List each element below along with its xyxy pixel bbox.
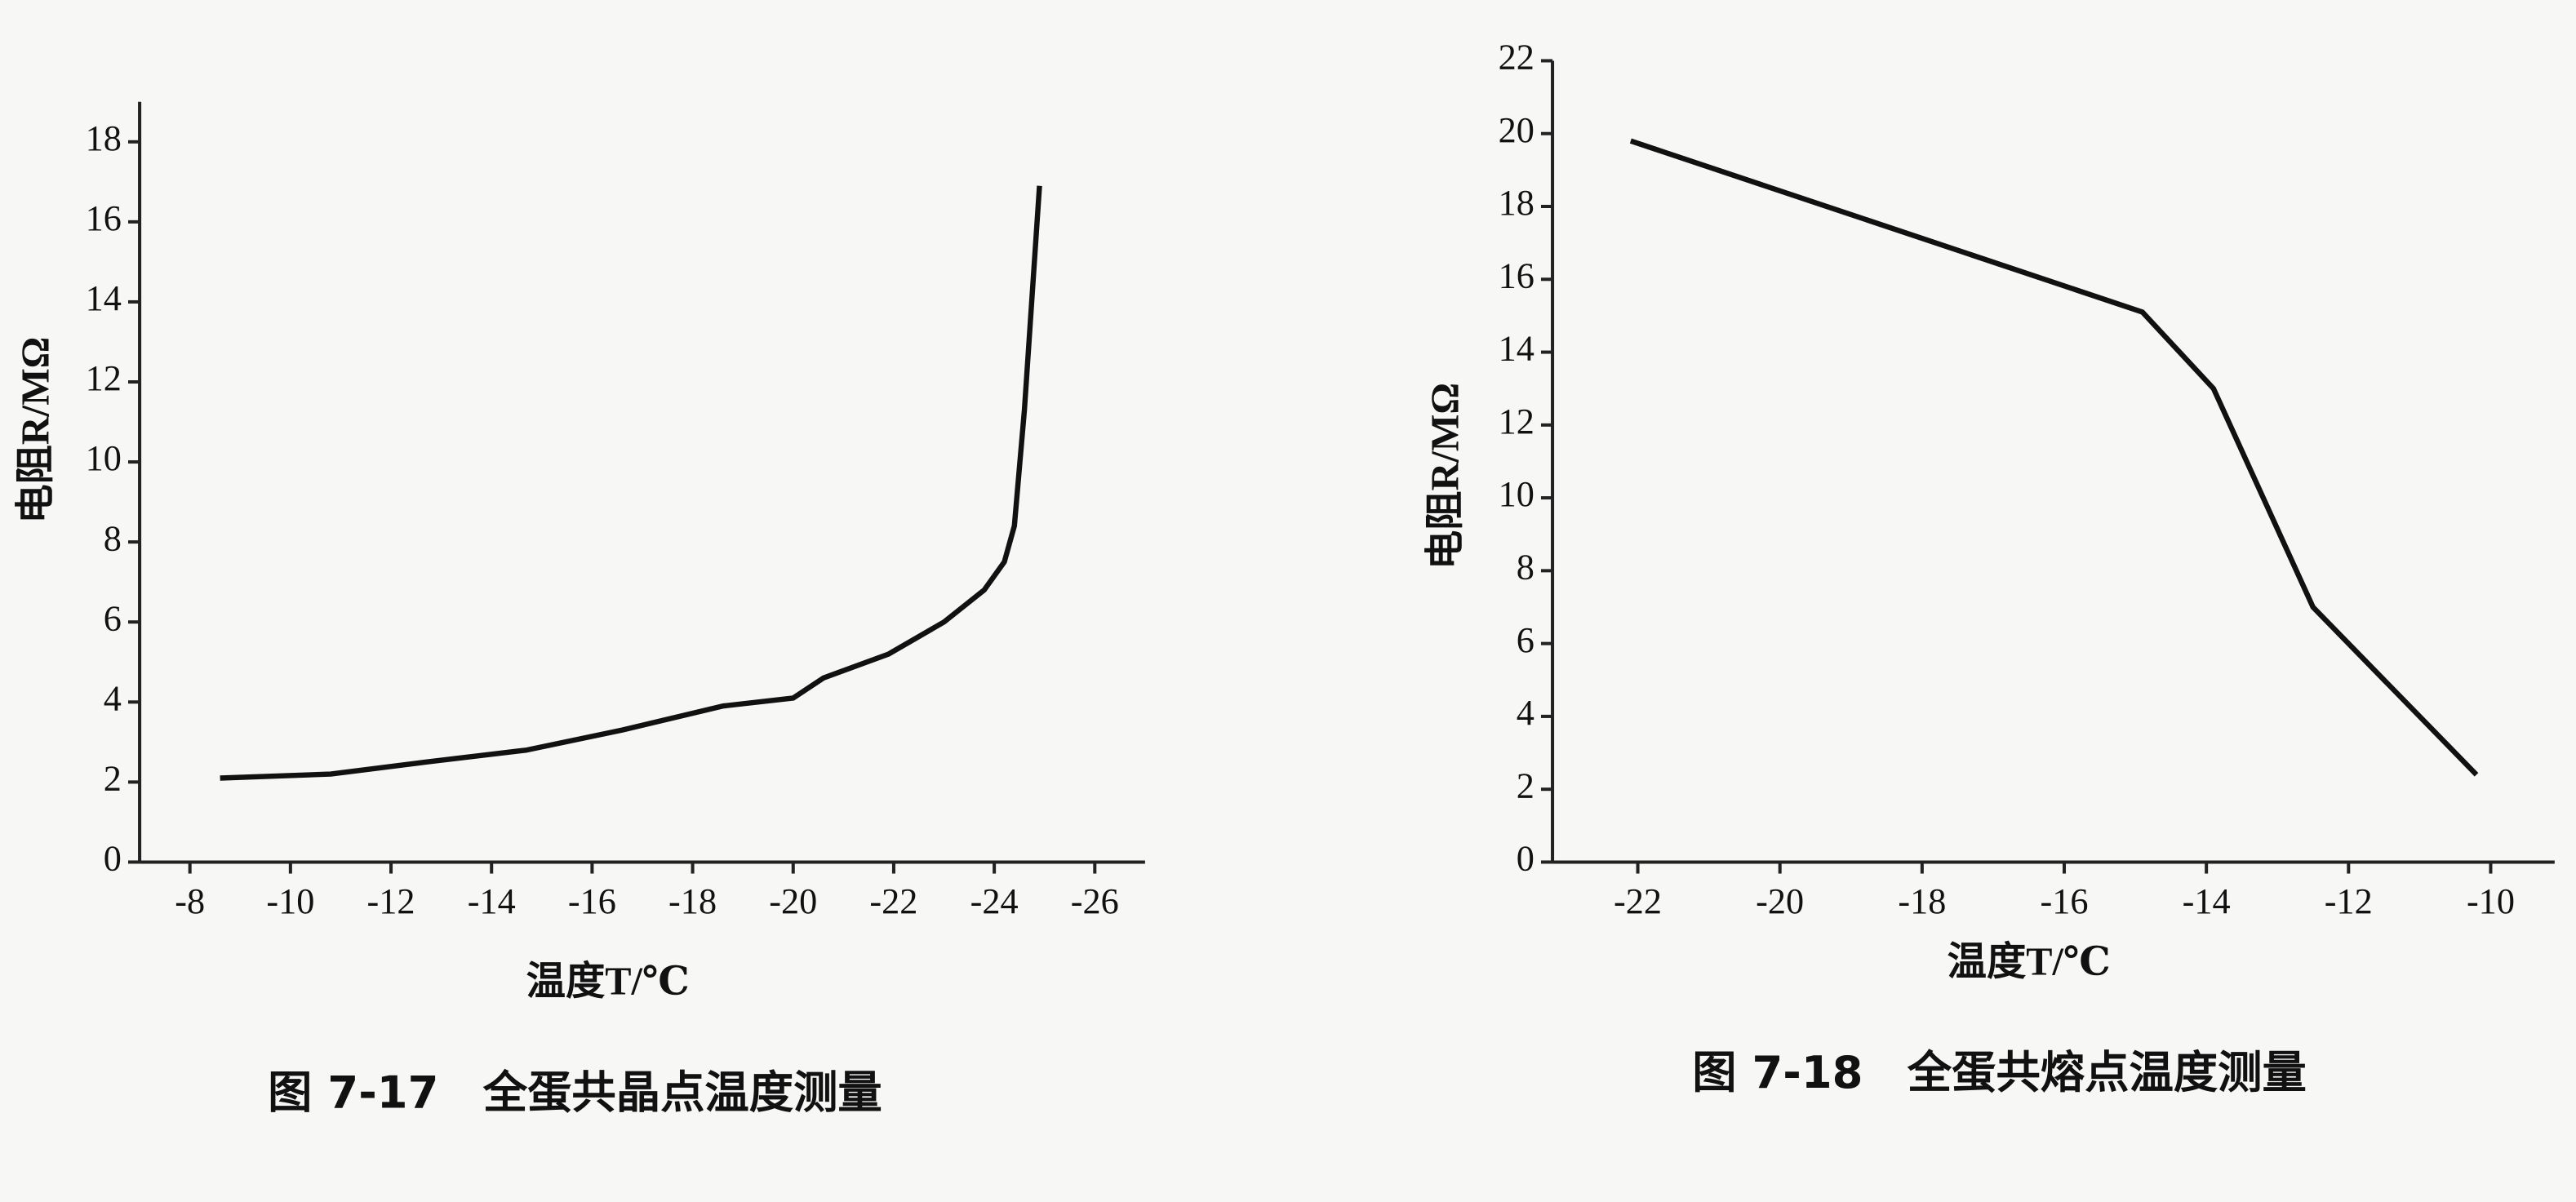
- y-tick-label: 2: [104, 759, 122, 799]
- y-tick-label: 4: [1517, 693, 1534, 733]
- x-tick-label: -26: [1071, 881, 1119, 921]
- y-tick-label: 14: [86, 278, 122, 318]
- x-tick-label: -16: [568, 881, 616, 921]
- x-tick-label: -20: [769, 881, 817, 921]
- y-tick-label: 10: [1499, 474, 1534, 514]
- y-tick-label: 2: [1517, 765, 1534, 805]
- y-tick-label: 0: [104, 839, 122, 879]
- x-tick-label: -10: [266, 881, 314, 921]
- y-tick-label: 10: [86, 438, 122, 478]
- y-tick-label: 18: [1499, 183, 1534, 223]
- x-tick-label: -22: [869, 881, 917, 921]
- x-tick-label: -24: [970, 881, 1019, 921]
- x-tick-label: -22: [1614, 881, 1662, 921]
- x-tick-label: -20: [1756, 881, 1804, 921]
- y-tick-label: 12: [1499, 401, 1534, 441]
- y-tick-label: 20: [1499, 110, 1534, 150]
- x-tick-label: -16: [2040, 881, 2088, 921]
- x-axis-label: 温度T/℃: [1948, 940, 2111, 983]
- y-tick-label: 6: [104, 598, 122, 638]
- figure-caption: 图 7-17 全蛋共晶点温度测量: [268, 1067, 882, 1118]
- y-tick-label: 0: [1517, 839, 1534, 879]
- x-tick-label: -18: [668, 881, 717, 921]
- x-tick-label: -8: [175, 881, 205, 921]
- x-tick-label: -14: [2183, 881, 2231, 921]
- y-axis-label: 电阻R/MΩ: [1423, 383, 1467, 570]
- y-tick-label: 8: [104, 518, 122, 558]
- data-line: [220, 185, 1042, 781]
- y-tick-label: 8: [1517, 548, 1534, 588]
- y-tick-label: 18: [86, 118, 122, 158]
- y-tick-label: 16: [1499, 255, 1534, 295]
- y-tick-label: 6: [1517, 620, 1534, 660]
- x-axis-label: 温度T/℃: [526, 960, 690, 1003]
- y-tick-label: 16: [86, 198, 122, 238]
- x-tick-label: -18: [1898, 881, 1946, 921]
- x-tick-label: -10: [2467, 881, 2515, 921]
- data-line: [1629, 138, 2479, 777]
- x-tick-label: -14: [468, 881, 516, 921]
- figure-caption: 图 7-18 全蛋共熔点温度测量: [1692, 1047, 2307, 1098]
- y-tick-label: 22: [1499, 38, 1534, 78]
- y-tick-label: 4: [104, 678, 122, 718]
- y-axis-label: 电阻R/MΩ: [14, 337, 57, 524]
- x-tick-label: -12: [367, 881, 415, 921]
- x-tick-label: -12: [2325, 881, 2373, 921]
- y-tick-label: 12: [86, 358, 122, 398]
- y-tick-label: 14: [1499, 329, 1534, 369]
